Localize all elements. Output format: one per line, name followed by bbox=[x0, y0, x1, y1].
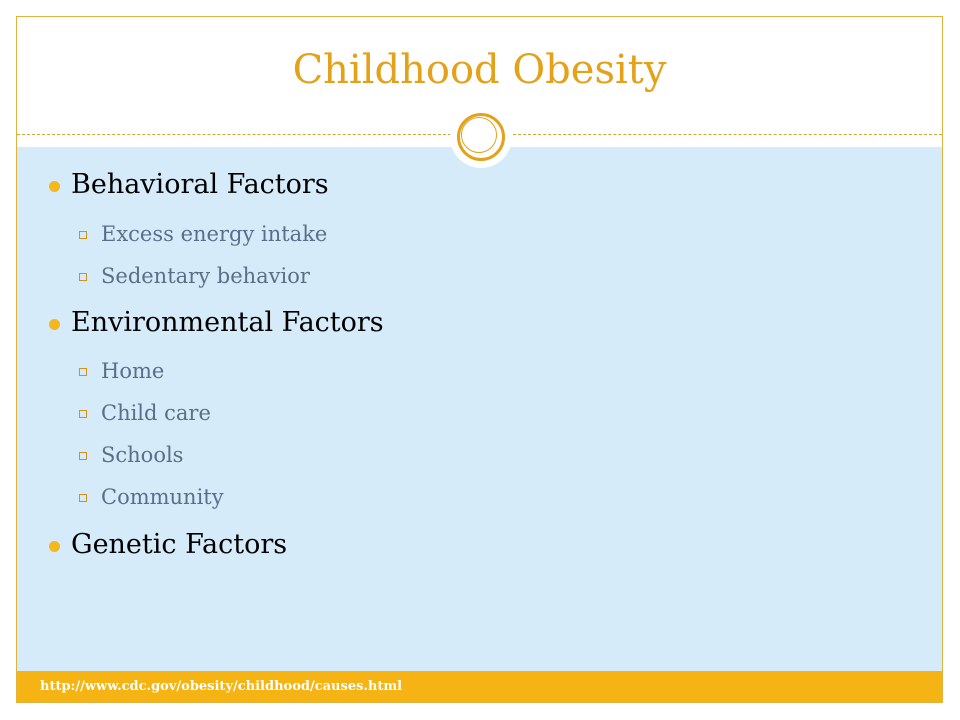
hollow-square-bullet-icon bbox=[79, 231, 87, 239]
bullet-label: Genetic Factors bbox=[71, 529, 288, 560]
slide-title: Childhood Obesity bbox=[292, 47, 667, 93]
slide: Childhood Obesity Behavioral Factors Exc… bbox=[16, 16, 943, 703]
hollow-square-bullet-icon bbox=[79, 410, 87, 418]
subbullet-label: Home bbox=[101, 359, 165, 383]
hollow-square-bullet-icon bbox=[79, 452, 87, 460]
content-area bbox=[17, 147, 942, 671]
bullet-label: Environmental Factors bbox=[71, 307, 384, 338]
bullet-label: Behavioral Factors bbox=[71, 169, 329, 200]
hollow-square-bullet-icon bbox=[79, 494, 87, 502]
ring-outer bbox=[457, 113, 505, 161]
filled-circle-bullet-icon bbox=[49, 319, 60, 330]
subbullet-label: Sedentary behavior bbox=[101, 264, 310, 288]
subbullet-label: Child care bbox=[101, 401, 211, 425]
ring-inner bbox=[461, 117, 497, 153]
source-url-link[interactable]: http://www.cdc.gov/obesity/childhood/cau… bbox=[40, 679, 403, 694]
hollow-square-bullet-icon bbox=[79, 368, 87, 376]
subbullet-label: Schools bbox=[101, 443, 184, 467]
subbullet-label: Community bbox=[101, 485, 224, 509]
filled-circle-bullet-icon bbox=[49, 541, 60, 552]
subbullet-label: Excess energy intake bbox=[101, 222, 328, 246]
filled-circle-bullet-icon bbox=[49, 181, 60, 192]
footer-bar: http://www.cdc.gov/obesity/childhood/cau… bbox=[17, 671, 942, 702]
double-ring-icon bbox=[450, 106, 512, 168]
hollow-square-bullet-icon bbox=[79, 273, 87, 281]
